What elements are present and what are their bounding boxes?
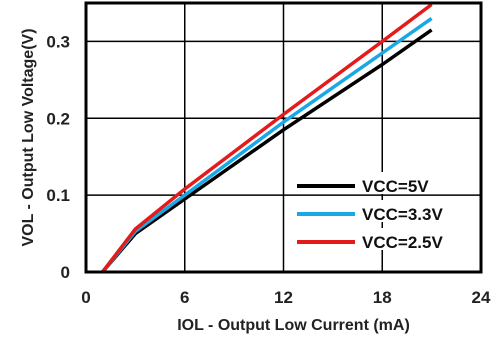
x-tick-label: 0 [81,288,90,307]
legend-label: VCC=2.5V [362,233,443,252]
legend: VCC=5V VCC=3.3V VCC=2.5V [292,172,472,252]
series-lines [101,3,433,274]
grid [86,3,481,272]
x-axis-label: IOL - Output Low Current (mA) [177,317,410,334]
legend-label: VCC=5V [362,177,429,196]
legend-background [292,200,472,222]
y-tick-label: 0.1 [46,186,70,205]
x-tick-label: 12 [274,288,293,307]
plot-frame [84,1,483,274]
legend-label: VCC=3.3V [362,205,443,224]
x-tick-label: 18 [373,288,392,307]
legend-background [292,172,472,194]
legend-background [292,228,472,250]
y-tick-label: 0.3 [46,32,70,51]
y-tick-label: 0.2 [46,109,70,128]
series-line-2 [101,3,433,274]
y-tick-label: 0 [61,263,70,282]
x-tick-label: 24 [472,288,491,307]
x-tick-label: 6 [180,288,189,307]
y-axis-label: VOL - Output Low Voltage(V) [20,28,37,246]
tick-labels: 0 6 12 18 24 0 0.1 0.2 0.3 [46,32,491,307]
